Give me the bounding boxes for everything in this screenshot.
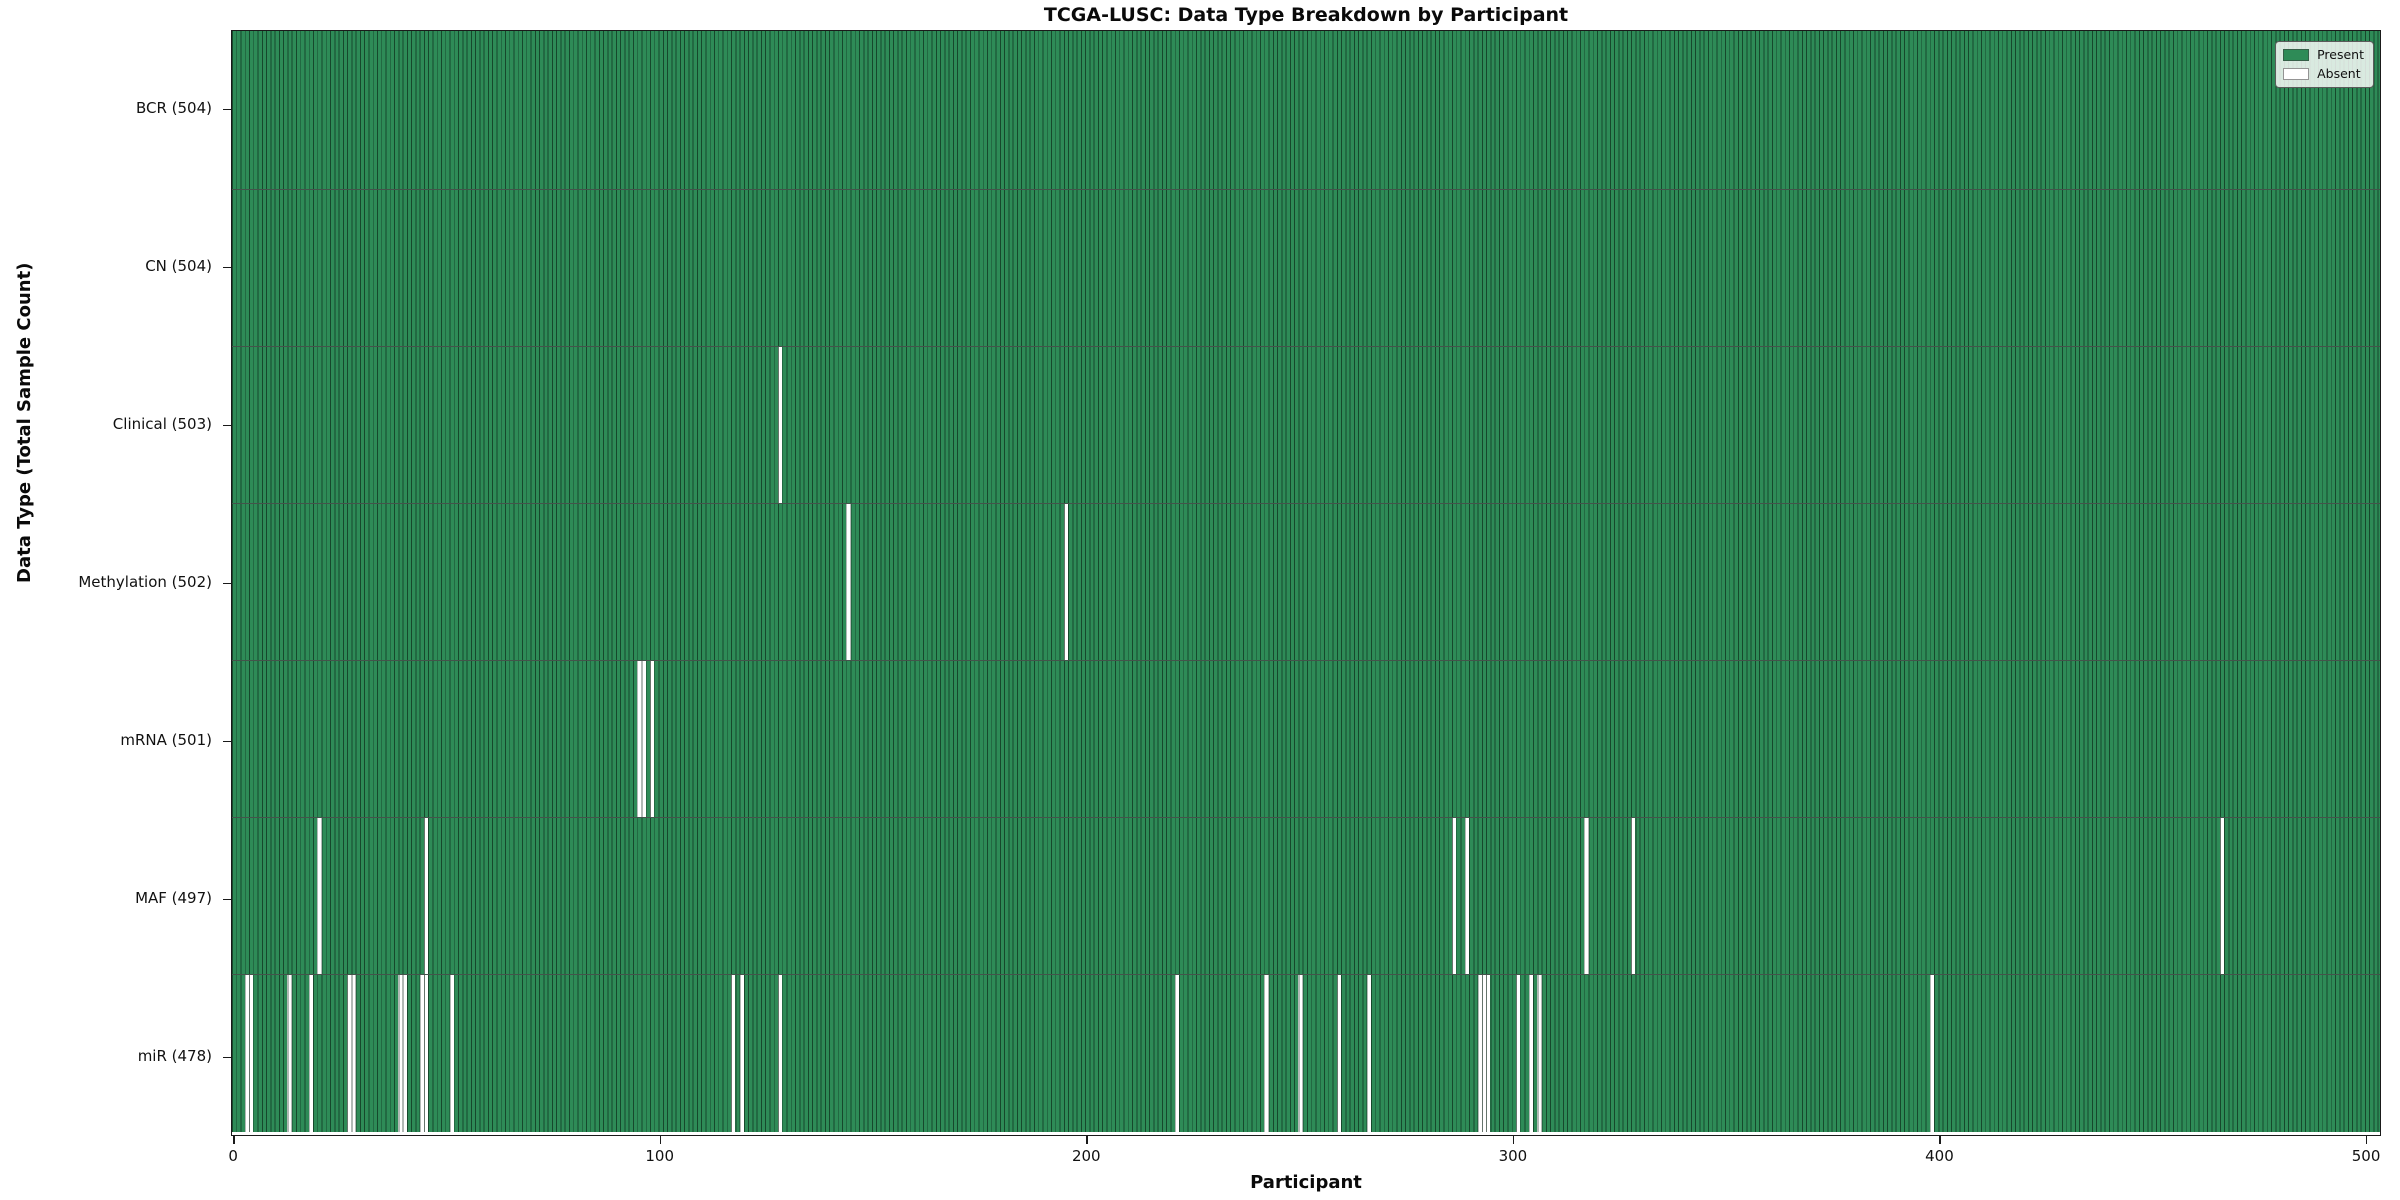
absent-gap (739, 975, 744, 1132)
x-tick-label: 100 (645, 1147, 675, 1165)
plot-area: Present Absent (231, 30, 2381, 1136)
legend: Present Absent (2275, 41, 2374, 88)
absent-gap (1452, 818, 1457, 974)
y-tick-label-cn: CN (504) (145, 257, 212, 275)
present-fill (232, 347, 2380, 503)
present-fill (232, 818, 2380, 974)
row-mrna (232, 660, 2380, 817)
absent-gap (650, 661, 655, 817)
x-tick (1086, 1136, 1088, 1144)
absent-gap (1063, 504, 1069, 660)
y-tick-label-methylation: Methylation (502) (78, 573, 212, 591)
absent-gap (423, 818, 429, 974)
present-fill (232, 661, 2380, 817)
x-tick-label: 500 (2351, 1147, 2381, 1165)
present-fill (232, 975, 2380, 1132)
y-tick (223, 425, 231, 427)
y-tick (223, 583, 231, 585)
absent-gap (249, 975, 254, 1132)
absent-gap (1929, 975, 1935, 1132)
absent-gap (1336, 975, 1342, 1132)
present-fill (232, 31, 2380, 189)
absent-gap (778, 347, 783, 503)
absent-gap (1537, 975, 1542, 1132)
absent-gap (1516, 975, 1521, 1132)
rows-container (232, 31, 2380, 1132)
legend-swatch-present (2283, 48, 2310, 61)
x-tick (1512, 1136, 1515, 1144)
y-tick (223, 741, 231, 743)
chart-title: TCGA-LUSC: Data Type Breakdown by Partic… (1043, 4, 1569, 26)
present-fill (232, 504, 2380, 660)
x-tick (233, 1136, 235, 1144)
x-tick (2366, 1136, 2368, 1144)
absent-gap (1584, 818, 1589, 974)
y-tick-label-bcr: BCR (504) (135, 99, 212, 117)
absent-gap (287, 975, 292, 1132)
absent-gap (308, 975, 314, 1132)
x-tick (1939, 1136, 1941, 1144)
y-tick (223, 899, 231, 901)
absent-gap (1174, 975, 1180, 1132)
y-tick-label-mrna: mRNA (501) (120, 731, 212, 749)
absent-gap (846, 504, 851, 660)
legend-swatch-absent (2283, 67, 2310, 80)
absent-gap (449, 975, 454, 1132)
x-tick-label: 200 (1071, 1147, 1101, 1165)
absent-gap (641, 661, 646, 817)
row-cn (232, 189, 2380, 346)
x-tick (659, 1136, 662, 1144)
absent-gap (1631, 818, 1636, 974)
x-tick-label: 300 (1498, 1147, 1528, 1165)
legend-label: Present (2317, 47, 2364, 62)
absent-gap (731, 975, 736, 1132)
row-clinical (232, 346, 2380, 503)
y-tick (223, 109, 231, 111)
absent-gap (1486, 975, 1491, 1132)
row-bcr (232, 31, 2380, 189)
absent-gap (1264, 975, 1269, 1132)
absent-gap (423, 975, 429, 1132)
absent-gap (351, 975, 356, 1132)
x-axis-label: Participant (1250, 1172, 1362, 1193)
row-methylation (232, 503, 2380, 660)
absent-gap (1528, 975, 1534, 1132)
y-tick-label-mir: miR (478) (137, 1047, 212, 1065)
row-maf (232, 817, 2380, 974)
y-tick (223, 1057, 231, 1059)
legend-item-present: Present (2283, 47, 2364, 62)
absent-gap (1366, 975, 1371, 1132)
absent-gap (1464, 818, 1470, 974)
y-tick-label-maf: MAF (497) (135, 889, 212, 907)
x-tick-label: 400 (1925, 1147, 1954, 1165)
legend-item-absent: Absent (2283, 66, 2364, 81)
absent-gap (1298, 975, 1303, 1132)
row-mir (232, 974, 2380, 1132)
absent-gap (778, 975, 783, 1132)
y-tick-label-clinical: Clinical (503) (112, 415, 212, 433)
absent-gap (2219, 818, 2225, 974)
present-fill (232, 190, 2380, 346)
absent-gap (402, 975, 407, 1132)
absent-gap (317, 818, 322, 974)
legend-label: Absent (2317, 66, 2361, 81)
x-tick-label: 0 (228, 1147, 238, 1165)
y-tick (223, 267, 231, 269)
